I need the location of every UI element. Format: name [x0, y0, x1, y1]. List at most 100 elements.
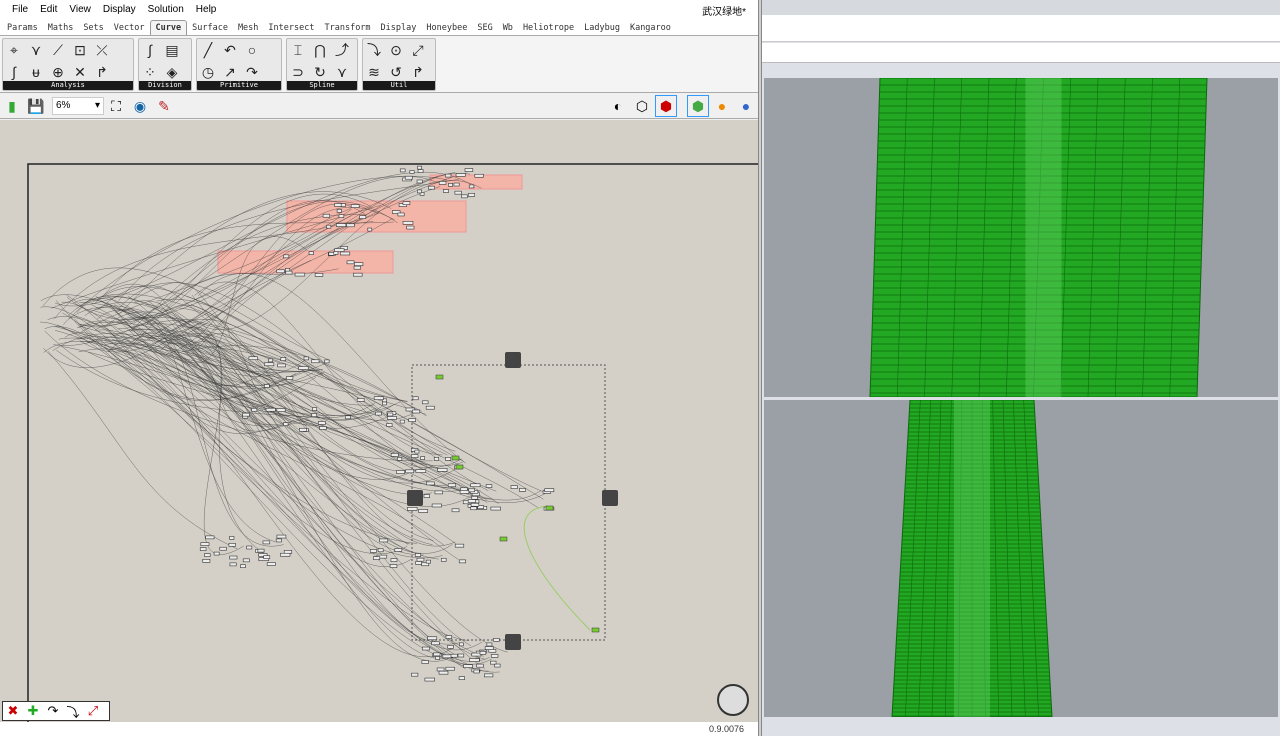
- panel-label[interactable]: Division: [139, 81, 191, 90]
- menu-display[interactable]: Display: [102, 3, 136, 15]
- component-icon[interactable]: ⤢: [412, 42, 424, 58]
- component-node: [375, 411, 382, 416]
- component-icon[interactable]: ▤: [165, 42, 179, 58]
- open-file-icon[interactable]: ▮: [8, 97, 16, 114]
- panel-icons: ∫ ⁘ ▤ ◈: [139, 39, 191, 83]
- viewport-bottom[interactable]: [764, 400, 1278, 717]
- mullion-line: [992, 400, 999, 717]
- display-sphere-icon[interactable]: ●: [741, 98, 751, 114]
- window-splitter[interactable]: [758, 0, 762, 736]
- component-icon[interactable]: ⤴: [335, 42, 349, 58]
- component-icon[interactable]: ⟋: [53, 42, 63, 58]
- wire: [158, 302, 317, 408]
- hook-icon[interactable]: ⤵: [66, 704, 80, 720]
- tab-curve[interactable]: Curve: [149, 20, 188, 35]
- component-icon[interactable]: ⋎: [30, 42, 42, 58]
- wire-tool-icon[interactable]: ⤢: [87, 703, 99, 718]
- tab-transform[interactable]: Transform: [324, 23, 371, 33]
- tab-honeybee[interactable]: Honeybee: [426, 23, 468, 33]
- component-icon[interactable]: ⤫: [96, 42, 108, 58]
- tab-wb[interactable]: Wb: [502, 23, 513, 33]
- component-icon[interactable]: ✕: [74, 64, 86, 80]
- component-icon[interactable]: ↱: [96, 64, 108, 80]
- add-node-icon[interactable]: ✚: [27, 703, 39, 718]
- component-icon[interactable]: ◈: [166, 64, 178, 80]
- component-icon[interactable]: ∫: [148, 42, 152, 58]
- tab-surface[interactable]: Surface: [192, 23, 228, 33]
- component-node: [457, 653, 465, 658]
- preview-eye-icon[interactable]: ◉: [133, 97, 147, 114]
- component-icon[interactable]: ↱: [412, 64, 424, 80]
- component-icon[interactable]: ○: [247, 42, 257, 58]
- menu-view[interactable]: View: [69, 3, 91, 15]
- component-icon[interactable]: ᵾ: [32, 64, 40, 80]
- wire: [133, 300, 508, 653]
- component-node: [426, 481, 435, 486]
- tab-display[interactable]: Display: [380, 23, 417, 33]
- panel-label[interactable]: Primitive: [197, 81, 281, 90]
- tab-seg[interactable]: SEG: [477, 23, 493, 33]
- wire: [133, 331, 284, 547]
- component-icon[interactable]: ≋: [368, 64, 380, 80]
- component-icon[interactable]: ↷: [246, 64, 258, 80]
- component-icon[interactable]: ╱: [203, 42, 213, 58]
- panel-label[interactable]: Analysis: [3, 81, 133, 90]
- grasshopper-window: File Edit View Display Solution Help 武汉绿…: [0, 0, 758, 736]
- curve-tool-icon[interactable]: ↷: [47, 703, 59, 718]
- tab-maths[interactable]: Maths: [47, 23, 74, 33]
- component-node: [544, 488, 555, 493]
- component-icon[interactable]: ↗: [224, 64, 236, 80]
- panel-label[interactable]: Spline: [287, 81, 357, 90]
- component-icon[interactable]: ⋂: [314, 42, 326, 58]
- shaded-preview-icon[interactable]: ⬢: [655, 95, 677, 117]
- preview-off-icon[interactable]: ◐: [613, 98, 623, 114]
- component-icon[interactable]: ⌶: [293, 42, 303, 58]
- tab-kangaroo[interactable]: Kangaroo: [629, 23, 671, 33]
- component-icon[interactable]: ↶: [224, 42, 236, 58]
- menu-solution[interactable]: Solution: [147, 3, 184, 15]
- component-icon[interactable]: ⊙: [390, 42, 402, 58]
- wire: [194, 281, 443, 456]
- selected-preview-icon[interactable]: ⬢: [687, 95, 709, 117]
- component-icon[interactable]: ↻: [314, 64, 326, 80]
- component-icon[interactable]: ⊃: [292, 64, 304, 80]
- component-icon[interactable]: ⤵: [367, 42, 381, 58]
- menu-help[interactable]: Help: [195, 3, 217, 15]
- component-icon[interactable]: ⋎: [336, 64, 348, 80]
- tab-intersect[interactable]: Intersect: [268, 23, 315, 33]
- tower-geometry-top: [869, 78, 1208, 397]
- tab-mesh[interactable]: Mesh: [237, 23, 259, 33]
- navigation-compass-icon: [717, 684, 749, 716]
- zoom-select[interactable]: 6% ▾: [52, 97, 104, 115]
- panel-label[interactable]: Util: [363, 81, 435, 90]
- tab-vector[interactable]: Vector: [113, 23, 145, 33]
- component-node: [417, 165, 422, 170]
- component-icon[interactable]: ⊡: [74, 42, 86, 58]
- component-icon[interactable]: ⁘: [144, 64, 156, 80]
- component-icon[interactable]: ◷: [201, 64, 215, 80]
- disable-icon[interactable]: ✖: [7, 703, 19, 718]
- wire: [94, 317, 422, 412]
- panel-util: ⤵ ≋ ⊙ ↺ ⤢ ↱ Util: [362, 38, 436, 91]
- tab-ladybug[interactable]: Ladybug: [584, 23, 620, 33]
- menu-edit[interactable]: Edit: [40, 3, 58, 15]
- component-node: [280, 552, 291, 557]
- component-icon[interactable]: ⊕: [52, 64, 64, 80]
- wireframe-preview-icon[interactable]: ⬡: [635, 97, 649, 114]
- tab-params[interactable]: Params: [7, 23, 38, 33]
- component-icon[interactable]: ∫: [12, 64, 16, 80]
- panel-analysis: ⌖ ∫ ⋎ ᵾ ⟋ ⊕ ⊡ ✕ ⤫ ↱ Analysis: [2, 38, 134, 91]
- component-icon[interactable]: ⌖: [10, 42, 18, 58]
- mullion-line: [931, 400, 942, 717]
- menu-file[interactable]: File: [12, 3, 29, 15]
- tab-sets[interactable]: Sets: [83, 23, 104, 33]
- component-icon[interactable]: ↺: [390, 64, 402, 80]
- save-icon[interactable]: 💾: [27, 97, 45, 114]
- zoom-extents-icon[interactable]: ⛶: [111, 97, 121, 114]
- viewport-top[interactable]: [764, 78, 1278, 397]
- grasshopper-canvas[interactable]: ✖ ✚ ↷ ⤵ ⤢: [0, 120, 758, 722]
- tab-heliotrope[interactable]: Heliotrope: [522, 23, 575, 33]
- sketch-pen-icon[interactable]: ✎: [158, 97, 170, 114]
- material-icon[interactable]: ●: [717, 98, 727, 114]
- component-node: [303, 356, 309, 361]
